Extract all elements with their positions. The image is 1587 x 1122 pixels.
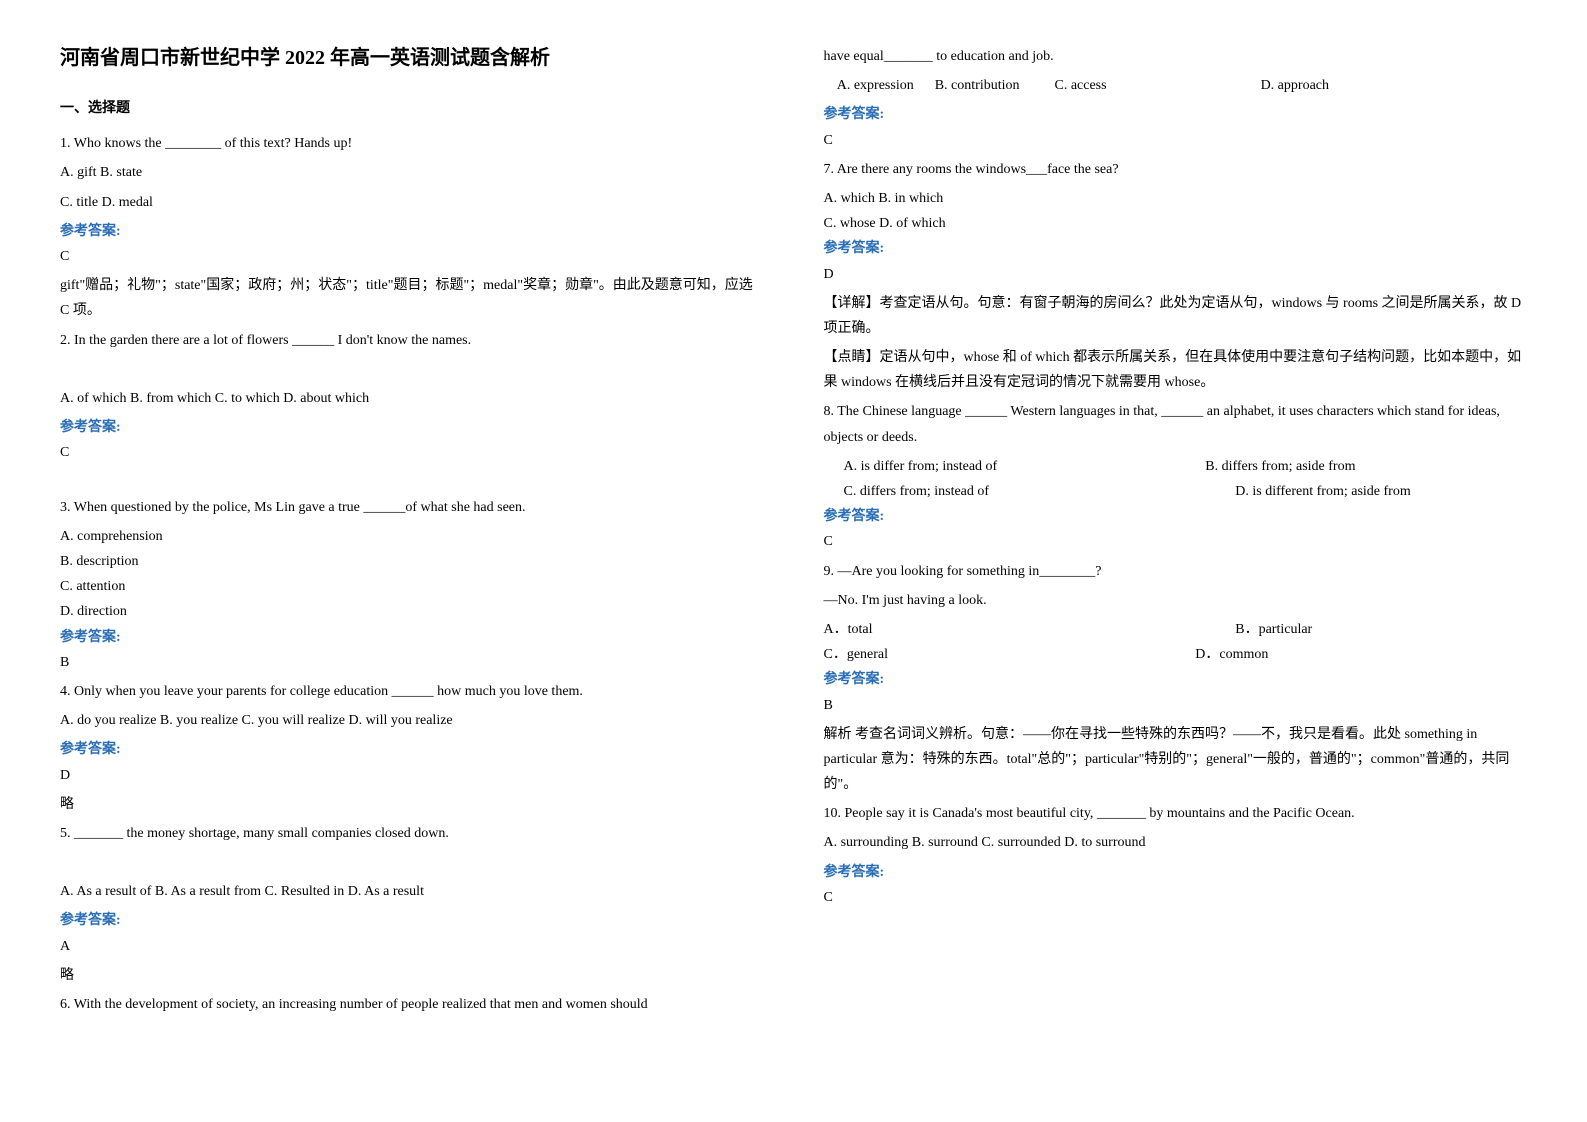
q3-stem: 3. When questioned by the police, Ms Lin… [60, 495, 764, 520]
answer-label: 参考答案: [60, 625, 764, 650]
q5-answer: A [60, 934, 764, 959]
q8-options-row1: A. is differ from; instead of B. differs… [824, 454, 1528, 479]
answer-label: 参考答案: [824, 667, 1528, 692]
answer-label: 参考答案: [824, 504, 1528, 529]
answer-label: 参考答案: [824, 860, 1528, 885]
q9-options-row2: C．general D．common [824, 642, 1528, 667]
q9-explanation: 解析 考查名词词义辨析。句意：——你在寻找一些特殊的东西吗？——不，我只是看看。… [824, 722, 1528, 798]
right-column: have equal_______ to education and job. … [824, 40, 1528, 1021]
q3-option-b: B. description [60, 549, 764, 574]
q9-answer: B [824, 693, 1528, 718]
answer-label: 参考答案: [824, 236, 1528, 261]
q7-options-ab: A. which B. in which [824, 186, 1528, 211]
q4-stem: 4. Only when you leave your parents for … [60, 679, 764, 704]
q7-stem: 7. Are there any rooms the windows___fac… [824, 157, 1528, 182]
q9-stem2: —No. I'm just having a look. [824, 588, 1528, 613]
q6-stem: 6. With the development of society, an i… [60, 992, 764, 1017]
document-title: 河南省周口市新世纪中学 2022 年高一英语测试题含解析 [60, 40, 764, 76]
q8-option-a: A. is differ from; instead of [824, 454, 1166, 479]
section-heading: 一、选择题 [60, 96, 764, 121]
q8-answer: C [824, 529, 1528, 554]
q5-options: A. As a result of B. As a result from C.… [60, 879, 764, 904]
q9-option-b: B．particular [1155, 617, 1527, 642]
q10-options: A. surrounding B. surround C. surrounded… [824, 830, 1528, 855]
q3-option-d: D. direction [60, 599, 764, 624]
q1-options-ab: A. gift B. state [60, 160, 764, 185]
q8-option-c: C. differs from; instead of [824, 479, 1136, 504]
q5-explanation: 略 [60, 963, 764, 988]
q4-answer: D [60, 763, 764, 788]
q1-explanation: gift"赠品；礼物"；state"国家；政府；州；状态"；title"题目；标… [60, 273, 764, 323]
q8-stem: 8. The Chinese language ______ Western l… [824, 399, 1528, 449]
q5-stem: 5. _______ the money shortage, many smal… [60, 821, 764, 846]
q4-options: A. do you realize B. you realize C. you … [60, 708, 764, 733]
answer-label: 参考答案: [60, 908, 764, 933]
answer-label: 参考答案: [824, 102, 1528, 127]
left-column: 河南省周口市新世纪中学 2022 年高一英语测试题含解析 一、选择题 1. Wh… [60, 40, 764, 1021]
q8-option-b: B. differs from; aside from [1205, 454, 1527, 479]
q2-stem: 2. In the garden there are a lot of flow… [60, 328, 764, 353]
q9-stem: 9. —Are you looking for something in____… [824, 559, 1528, 584]
q2-answer: C [60, 440, 764, 465]
q3-answer: B [60, 650, 764, 675]
q7-options-cd: C. whose D. of which [824, 211, 1528, 236]
q6b-answer: C [824, 128, 1528, 153]
q9-option-c: C．general [824, 642, 1156, 667]
q7-answer: D [824, 262, 1528, 287]
q3-option-c: C. attention [60, 574, 764, 599]
q1-answer: C [60, 244, 764, 269]
q8-options-row2: C. differs from; instead of D. is differ… [824, 479, 1528, 504]
answer-label: 参考答案: [60, 219, 764, 244]
q6b-stem: have equal_______ to education and job. [824, 44, 1528, 69]
q9-option-d: D．common [1195, 642, 1527, 667]
q10-stem: 10. People say it is Canada's most beaut… [824, 801, 1528, 826]
q4-explanation: 略 [60, 792, 764, 817]
q3-option-a: A. comprehension [60, 524, 764, 549]
answer-label: 参考答案: [60, 415, 764, 440]
q6b-options: A. expression B. contribution C. access … [824, 73, 1528, 98]
page-container: 河南省周口市新世纪中学 2022 年高一英语测试题含解析 一、选择题 1. Wh… [60, 40, 1527, 1021]
q9-option-a: A．total [824, 617, 1116, 642]
q2-options: A. of which B. from which C. to which D.… [60, 386, 764, 411]
answer-label: 参考答案: [60, 737, 764, 762]
q8-option-d: D. is different from; aside from [1175, 479, 1527, 504]
q10-answer: C [824, 885, 1528, 910]
q1-options-cd: C. title D. medal [60, 190, 764, 215]
q7-explanation-1: 【详解】考查定语从句。句意：有窗子朝海的房间么？此处为定语从句，windows … [824, 291, 1528, 341]
q9-options-row1: A．total B．particular [824, 617, 1528, 642]
q7-explanation-2: 【点睛】定语从句中，whose 和 of which 都表示所属关系，但在具体使… [824, 345, 1528, 395]
q1-stem: 1. Who knows the ________ of this text? … [60, 131, 764, 156]
